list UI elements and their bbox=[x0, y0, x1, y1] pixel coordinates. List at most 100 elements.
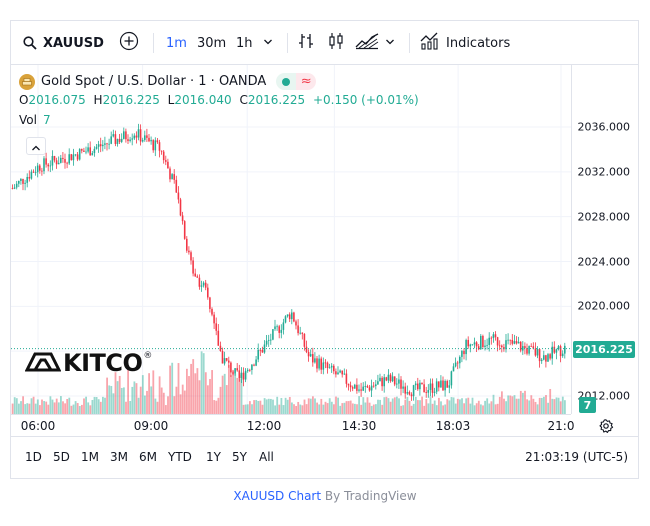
range-button-5y[interactable]: 5Y bbox=[232, 450, 247, 464]
volume-bar bbox=[45, 401, 48, 414]
candle bbox=[179, 199, 182, 216]
chart-type-dropdown-button[interactable] bbox=[385, 21, 395, 65]
compare-symbol-button[interactable] bbox=[119, 21, 139, 65]
candles-style-button[interactable] bbox=[327, 21, 345, 65]
candle bbox=[482, 335, 484, 347]
chevron-up-icon bbox=[31, 137, 41, 156]
search-icon bbox=[23, 36, 37, 50]
candle bbox=[381, 377, 383, 387]
range-button-5d[interactable]: 5D bbox=[53, 450, 70, 464]
volume-bar bbox=[410, 405, 413, 414]
interval-30m-button[interactable]: 30m bbox=[197, 21, 226, 65]
candle bbox=[192, 260, 194, 274]
range-button-6m[interactable]: 6M bbox=[139, 450, 157, 464]
volume-bar bbox=[381, 404, 384, 414]
interval-1m-button[interactable]: 1m bbox=[166, 21, 187, 65]
volume-bar bbox=[286, 399, 289, 414]
open-value: 2016.075 bbox=[28, 93, 86, 107]
volume-bar bbox=[255, 399, 258, 414]
chart-pane[interactable] bbox=[11, 65, 571, 414]
candle bbox=[450, 371, 453, 386]
volume-bar bbox=[475, 403, 478, 414]
candle bbox=[219, 345, 222, 352]
price-axis[interactable]: 2036.000 2032.000 2028.000 2024.000 2020.000… bbox=[571, 65, 638, 414]
candle bbox=[423, 384, 425, 393]
range-button-1m[interactable]: 1M bbox=[81, 450, 99, 464]
volume-bar bbox=[501, 391, 503, 414]
range-button-ytd[interactable]: YTD bbox=[168, 450, 192, 464]
volume-bar bbox=[419, 400, 421, 414]
candle bbox=[118, 138, 121, 142]
candle bbox=[240, 372, 243, 378]
timezone-clock[interactable]: 21:03:19 (UTC-5) bbox=[525, 437, 628, 477]
volume-bar bbox=[326, 403, 329, 414]
candle bbox=[402, 386, 404, 389]
candle bbox=[396, 383, 398, 385]
range-button-1y[interactable]: 1Y bbox=[206, 450, 221, 464]
candle bbox=[347, 383, 350, 386]
candle bbox=[490, 337, 493, 339]
candle bbox=[213, 314, 215, 324]
range-button-1d[interactable]: 1D bbox=[25, 450, 42, 464]
candle bbox=[513, 341, 516, 344]
candle bbox=[39, 165, 41, 171]
volume-bar bbox=[387, 398, 390, 414]
indicators-button[interactable]: Indicators bbox=[420, 21, 510, 65]
volume-bar bbox=[309, 398, 312, 414]
intervals-dropdown-button[interactable] bbox=[263, 21, 273, 65]
volume-bar bbox=[267, 398, 270, 414]
volume-bar bbox=[123, 387, 125, 414]
candle bbox=[160, 150, 163, 152]
volume-bar bbox=[68, 397, 71, 414]
volume-bar bbox=[524, 390, 526, 414]
registered-mark-icon: ® bbox=[143, 351, 153, 361]
candle bbox=[358, 389, 360, 391]
candle bbox=[461, 350, 463, 357]
volume-bar bbox=[337, 397, 339, 414]
candle bbox=[156, 140, 159, 143]
volume-bar bbox=[154, 398, 157, 414]
candle bbox=[13, 187, 16, 189]
candle bbox=[274, 326, 276, 330]
volume-bar bbox=[450, 397, 453, 414]
volume-bar bbox=[396, 396, 398, 414]
volume-bar bbox=[196, 368, 199, 414]
volume-badge: 7 bbox=[579, 397, 596, 413]
range-button-3m[interactable]: 3M bbox=[110, 450, 128, 464]
range-button-all[interactable]: All bbox=[259, 450, 274, 464]
volume-bar bbox=[295, 405, 297, 414]
tradingview-credit[interactable]: By TradingView bbox=[324, 489, 417, 503]
volume-bar bbox=[238, 374, 241, 414]
volume-bar bbox=[139, 386, 142, 414]
candle bbox=[417, 383, 419, 390]
area-style-button[interactable] bbox=[355, 21, 379, 65]
symbol-chart-link[interactable]: XAUUSD Chart bbox=[233, 489, 322, 503]
bar-style-button[interactable] bbox=[297, 21, 315, 65]
volume-bar bbox=[551, 398, 554, 414]
price-tick-label: 2032.000 bbox=[577, 165, 631, 179]
volume-bar bbox=[503, 398, 505, 414]
candle bbox=[547, 354, 549, 362]
candle bbox=[305, 346, 308, 353]
volume-bar bbox=[106, 377, 108, 414]
volume-bar bbox=[400, 405, 402, 414]
volume-bar bbox=[404, 399, 407, 414]
candle bbox=[253, 364, 255, 366]
volume-bar bbox=[144, 395, 146, 414]
candle bbox=[74, 154, 77, 156]
settings-gear-icon[interactable] bbox=[598, 418, 614, 434]
price-chart[interactable] bbox=[11, 65, 571, 414]
interval-1h-button[interactable]: 1h bbox=[236, 21, 253, 65]
candle bbox=[496, 337, 499, 346]
time-axis[interactable]: 06:00 09:00 12:00 14:30 18:03 21:0 bbox=[11, 414, 574, 436]
volume-bar bbox=[276, 396, 279, 414]
volume-bar bbox=[440, 401, 442, 414]
volume-bar bbox=[158, 376, 161, 414]
market-status-badge[interactable]: ≈ bbox=[276, 73, 317, 90]
kitco-wordmark: KITCO bbox=[63, 349, 143, 377]
collapse-legend-button[interactable] bbox=[26, 137, 46, 155]
volume-bar bbox=[41, 399, 43, 414]
symbol-search[interactable]: XAUUSD bbox=[23, 21, 104, 65]
volume-bar bbox=[330, 401, 333, 414]
candle bbox=[123, 131, 125, 139]
